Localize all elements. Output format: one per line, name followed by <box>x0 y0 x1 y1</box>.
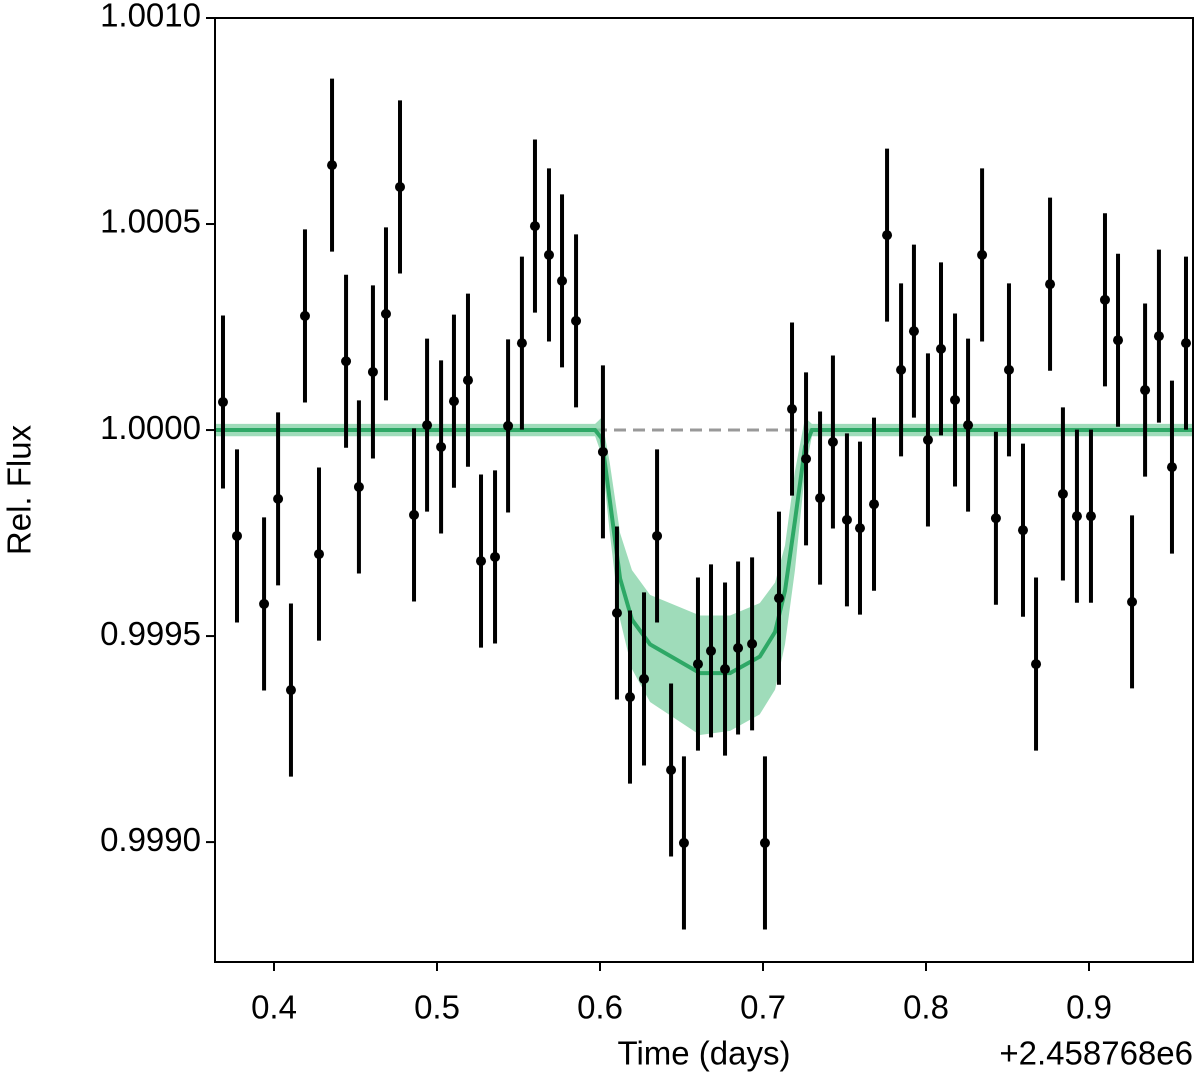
data-point <box>1017 525 1028 536</box>
data-point <box>624 692 635 703</box>
data-point <box>462 375 473 386</box>
data-point <box>787 404 798 415</box>
data-point <box>571 315 582 326</box>
data-point <box>1166 462 1177 473</box>
data-point <box>341 356 352 367</box>
data-point <box>896 364 907 375</box>
data-point <box>773 593 784 604</box>
data-point <box>299 310 310 321</box>
data-point <box>1045 279 1056 290</box>
data-point <box>733 643 744 654</box>
data-point <box>1003 364 1014 375</box>
y-tick-label: 1.0005 <box>100 203 201 240</box>
data-point <box>529 221 540 232</box>
data-point <box>273 493 284 504</box>
data-point <box>543 249 554 260</box>
plot-area <box>215 78 1193 930</box>
model-band <box>215 417 1193 735</box>
y-axis-label: Rel. Flux <box>1 424 38 555</box>
data-point <box>380 308 391 319</box>
data-point <box>367 366 378 377</box>
data-point <box>963 420 974 431</box>
data-point <box>476 556 487 567</box>
y-tick-label: 0.9995 <box>100 615 201 652</box>
data-point <box>678 837 689 848</box>
data-point <box>409 509 420 520</box>
data-point <box>557 275 568 286</box>
axes-frame <box>214 17 1194 963</box>
y-tick-label: 1.0000 <box>100 409 201 446</box>
data-point <box>990 513 1001 524</box>
data-point <box>259 598 270 609</box>
data-point <box>1127 596 1138 607</box>
data-point <box>313 549 324 560</box>
data-point <box>1099 294 1110 305</box>
data-point <box>652 530 663 541</box>
data-point <box>1180 338 1191 349</box>
data-point <box>1113 335 1124 346</box>
model-line <box>215 428 1193 676</box>
data-point <box>436 441 447 452</box>
y-tick-label: 0.9990 <box>100 821 201 858</box>
data-point <box>516 338 527 349</box>
data-point <box>285 685 296 696</box>
data-point <box>1085 511 1096 522</box>
data-point <box>1057 488 1068 499</box>
x-tick-label: 0.6 <box>577 989 623 1026</box>
data-point <box>841 514 852 525</box>
data-point <box>936 343 947 354</box>
data-point <box>815 493 826 504</box>
x-offset-label: +2.458768e6 <box>999 1035 1193 1072</box>
x-tick-label: 0.5 <box>414 989 460 1026</box>
data-point <box>692 659 703 670</box>
x-tick-label: 0.8 <box>903 989 949 1026</box>
x-tick-label: 0.7 <box>740 989 786 1026</box>
data-point <box>611 607 622 618</box>
data-point <box>827 436 838 447</box>
data-point <box>639 673 650 684</box>
x-axis-label: Time (days) <box>618 1035 791 1072</box>
x-tick-label: 0.4 <box>251 989 297 1026</box>
data-point <box>490 551 501 562</box>
data-point <box>503 420 514 431</box>
data-point <box>448 396 459 407</box>
data-point <box>747 638 758 649</box>
data-point <box>1071 511 1082 522</box>
data-point <box>720 664 731 675</box>
data-point <box>977 249 988 260</box>
y-tick-label: 1.0010 <box>100 0 201 34</box>
data-point <box>869 499 880 510</box>
data-point <box>908 326 919 337</box>
data-point <box>1153 331 1164 342</box>
data-point <box>422 420 433 431</box>
data-point <box>597 446 608 457</box>
data-point <box>395 181 406 192</box>
data-point <box>882 230 893 241</box>
data-point <box>854 523 865 534</box>
data-point <box>801 453 812 464</box>
data-point <box>922 434 933 445</box>
data-point <box>353 481 364 492</box>
data-point <box>950 394 961 405</box>
data-point <box>759 837 770 848</box>
data-point <box>666 764 677 775</box>
data-point <box>232 530 243 541</box>
data-point <box>1031 659 1042 670</box>
data-point <box>327 160 338 171</box>
x-tick-label: 0.9 <box>1066 989 1112 1026</box>
data-point <box>1140 385 1151 396</box>
data-point <box>706 645 717 656</box>
data-point <box>217 397 228 408</box>
